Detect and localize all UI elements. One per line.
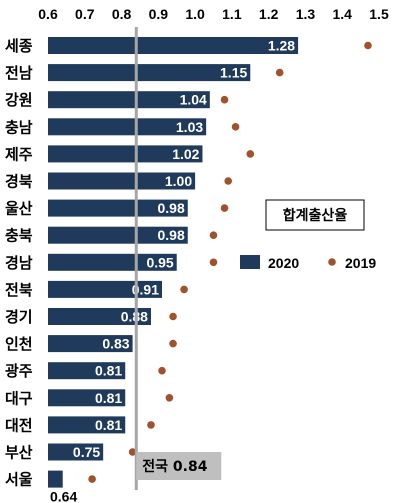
dot-2019 (88, 475, 96, 483)
bar-2020 (48, 308, 151, 325)
category-label: 인천 (5, 335, 33, 353)
legend-swatch-2019 (328, 258, 336, 266)
national-reference: 전국 0.84 (134, 27, 222, 490)
bar-value-label: 0.88 (121, 309, 148, 325)
dot-2019 (275, 68, 284, 77)
dots-2019 (88, 41, 372, 483)
bars-2020: 1.28 1.15 1.04 1.03 1.02 1.00 0.98 0.98 0.95 0.91… (48, 37, 299, 503)
dot-2019 (158, 366, 166, 375)
category-label: 전남 (5, 64, 33, 82)
dot-2019 (220, 204, 229, 212)
dot-2019 (209, 258, 218, 267)
dot-2019 (224, 177, 233, 185)
bar-value-label: 1.00 (165, 173, 192, 189)
category-label: 대구 (5, 389, 33, 407)
bar-2020 (48, 118, 207, 136)
bar-value-label: 0.75 (73, 444, 100, 460)
bar-value-label: 0.83 (102, 336, 129, 352)
category-label: 강원 (5, 91, 33, 109)
dot-2019 (220, 95, 229, 104)
category-label: 세종 (5, 37, 33, 55)
bar-2020 (48, 199, 188, 217)
bar-2020 (48, 280, 163, 298)
bar-value-label: 0.81 (95, 363, 122, 379)
bar-2020 (48, 172, 196, 190)
bar-2020 (48, 253, 177, 271)
x-tick-label: 1.5 (369, 6, 389, 22)
reference-label-box (136, 452, 222, 480)
dot-2019 (364, 41, 372, 50)
x-tick-label: 1.3 (296, 6, 316, 22)
x-tick-label: 0.9 (149, 6, 169, 22)
bar-value-label: 1.03 (176, 119, 203, 135)
bar-2020 (48, 226, 188, 244)
x-tick-label: 0.7 (75, 6, 95, 22)
x-tick-label: 1.0 (185, 6, 205, 22)
bar-value-label: 1.15 (220, 65, 247, 81)
bar-2020 (48, 335, 133, 353)
category-label: 대전 (5, 416, 33, 434)
x-tick-label: 1.4 (332, 6, 352, 22)
category-label: 울산 (5, 200, 33, 218)
category-label: 부산 (5, 444, 33, 462)
category-label: 경북 (5, 173, 33, 191)
legend-swatch-2020 (240, 255, 260, 269)
dot-2019 (180, 285, 188, 294)
dot-2019 (231, 123, 240, 131)
chart-title: 합계출산율 (283, 207, 348, 224)
dot-2019 (169, 339, 177, 348)
dot-2019 (165, 394, 174, 402)
dot-2019 (128, 448, 137, 456)
bar-2020 (48, 470, 63, 488)
bar-value-label: 0.81 (95, 390, 122, 406)
bar-2020 (48, 389, 126, 407)
x-tick-label: 1.2 (259, 6, 279, 22)
category-label: 충남 (5, 118, 33, 136)
category-label: 경기 (5, 308, 33, 326)
bar-value-label: 0.95 (146, 254, 173, 270)
bar-2020 (48, 145, 203, 163)
bar-2020 (48, 37, 299, 54)
dot-2019 (169, 312, 177, 321)
bar-value-label: 0.91 (132, 281, 159, 297)
reference-label: 전국 0.84 (142, 458, 207, 475)
bar-value-label: 1.04 (180, 92, 207, 108)
bar-value-label: 0.98 (158, 227, 185, 243)
x-axis-ticks: 0.6 0.7 0.8 0.9 1.0 1.1 1.2 1.3 1.4 1.5 (38, 6, 389, 22)
bar-value-label: 0.64 (50, 489, 77, 503)
legend: 합계출산율 2020 2019 (240, 199, 376, 271)
category-label: 서울 (5, 471, 33, 489)
legend-label-2019: 2019 (345, 255, 376, 271)
dot-2019 (246, 150, 255, 158)
bar-2020 (48, 362, 126, 380)
bar-2020 (48, 443, 104, 461)
bar-2020 (48, 91, 210, 109)
bar-value-label: 1.28 (268, 38, 295, 54)
dot-2019 (147, 421, 155, 429)
bar-value-label: 0.98 (158, 200, 185, 216)
category-label: 충북 (5, 227, 33, 245)
category-label: 전북 (5, 281, 33, 299)
legend-label-2020: 2020 (268, 255, 299, 271)
category-label: 광주 (5, 362, 33, 380)
x-tick-label: 0.8 (112, 6, 132, 22)
dot-2019 (209, 231, 218, 239)
bar-2020 (48, 416, 126, 434)
category-label: 제주 (5, 145, 33, 163)
category-label: 경남 (5, 254, 33, 272)
bar-2020 (48, 64, 251, 82)
chart-title-box (265, 199, 365, 231)
x-tick-label: 1.1 (222, 6, 242, 22)
bar-value-label: 1.02 (172, 146, 199, 162)
x-tick-label: 0.6 (38, 6, 58, 22)
bar-value-label: 0.81 (95, 417, 122, 433)
